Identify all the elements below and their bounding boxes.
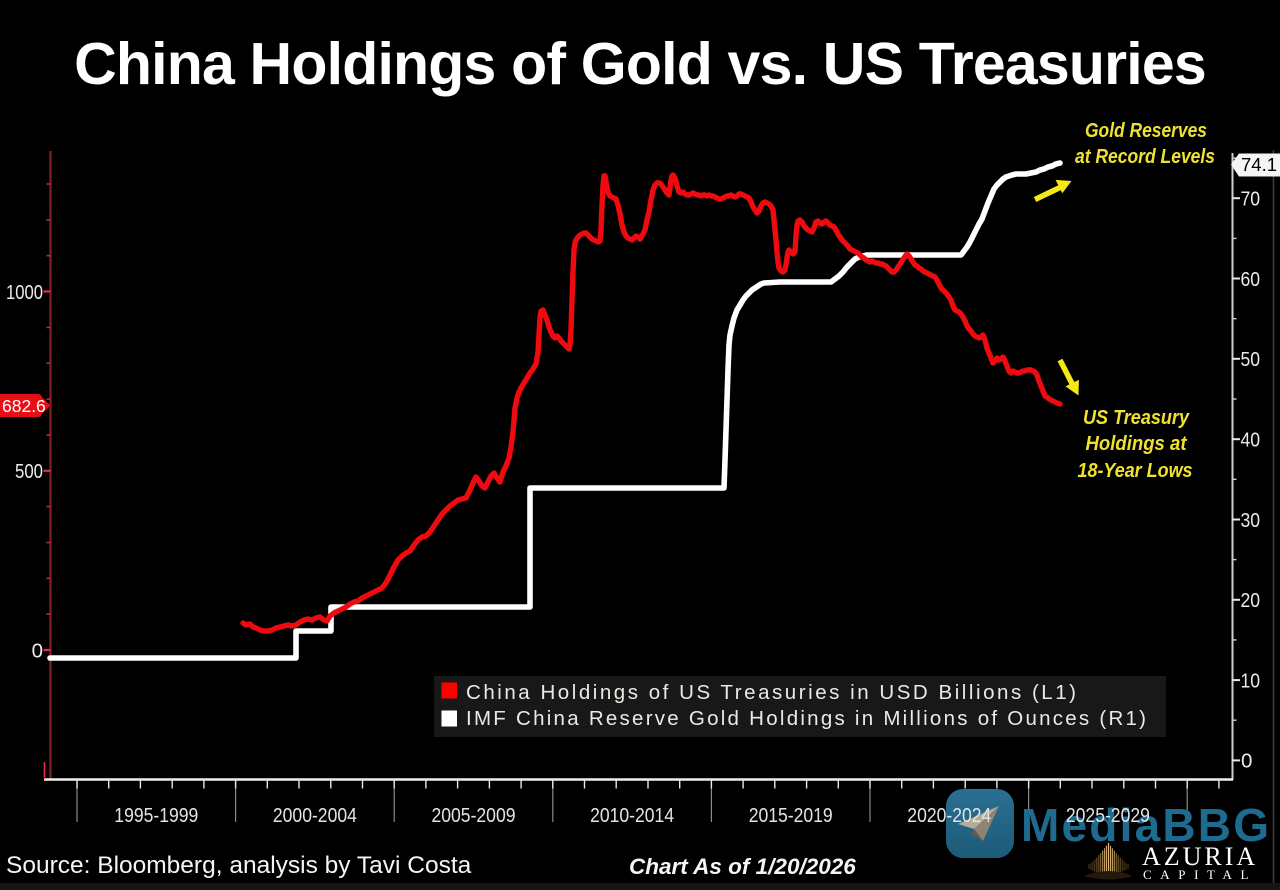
svg-text:1000: 1000 (6, 281, 43, 304)
svg-text:10: 10 (1241, 669, 1261, 692)
svg-text:Holdings at: Holdings at (1086, 433, 1188, 455)
svg-text:2020-2024: 2020-2024 (907, 804, 991, 827)
svg-text:2010-2014: 2010-2014 (590, 804, 674, 827)
svg-text:70: 70 (1241, 188, 1261, 211)
svg-text:40: 40 (1241, 429, 1261, 452)
svg-text:AZURIA: AZURIA (1142, 842, 1258, 871)
svg-text:US Treasury: US Treasury (1083, 407, 1190, 429)
svg-text:2000-2004: 2000-2004 (273, 804, 357, 827)
svg-text:50: 50 (1241, 348, 1261, 371)
svg-text:2025-2029: 2025-2029 (1066, 804, 1150, 827)
svg-text:2015-2019: 2015-2019 (749, 804, 833, 827)
svg-text:0: 0 (1241, 750, 1252, 773)
svg-text:CAPITAL: CAPITAL (1143, 867, 1257, 882)
svg-text:18-Year Lows: 18-Year Lows (1078, 460, 1193, 482)
svg-text:2005-2009: 2005-2009 (432, 804, 516, 827)
svg-text:Gold Reserves: Gold Reserves (1085, 120, 1207, 142)
svg-text:500: 500 (15, 460, 43, 483)
svg-text:30: 30 (1241, 509, 1261, 532)
svg-text:0: 0 (32, 639, 43, 662)
svg-text:74.1: 74.1 (1241, 154, 1277, 175)
svg-text:682.6: 682.6 (2, 396, 46, 416)
svg-text:at Record Levels: at Record Levels (1075, 146, 1215, 168)
svg-text:1995-1999: 1995-1999 (114, 804, 198, 827)
svg-text:MediaBBG: MediaBBG (1021, 799, 1271, 851)
svg-text:60: 60 (1241, 268, 1261, 291)
svg-text:20: 20 (1241, 589, 1261, 612)
